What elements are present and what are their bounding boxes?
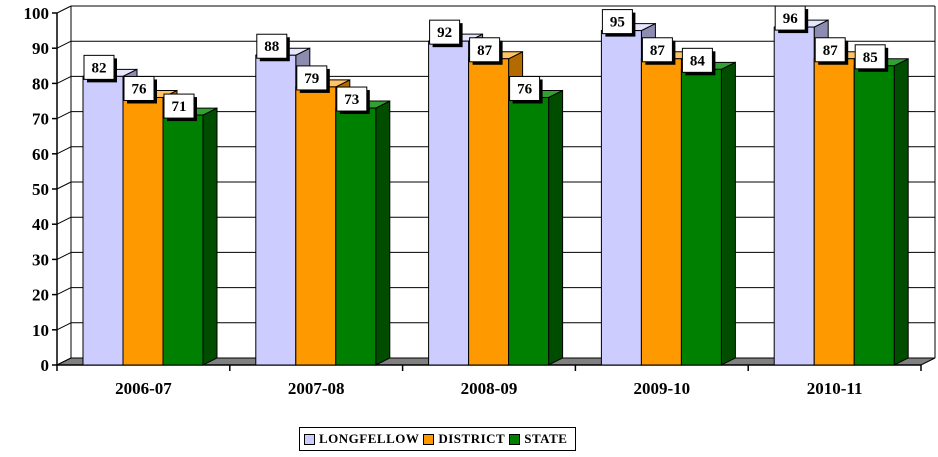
- bar: [640, 58, 682, 366]
- y-tick-label: 100: [24, 4, 50, 23]
- gridline-depth: [56, 216, 72, 225]
- data-label-box: [163, 93, 195, 119]
- data-label: 82: [92, 60, 107, 76]
- legend-label-longfellow: LONGFELLOW: [319, 431, 420, 446]
- legend-item-state: STATE: [509, 431, 567, 447]
- x-category-label: 2006-07: [115, 379, 172, 398]
- bar: [295, 86, 337, 366]
- gridline-depth: [56, 40, 72, 49]
- data-label: 87: [650, 43, 666, 59]
- legend-swatch-longfellow: [304, 433, 315, 445]
- bar: [680, 68, 722, 366]
- y-tick-label: 90: [32, 39, 49, 58]
- data-label: 84: [690, 53, 706, 69]
- data-label: 76: [517, 81, 533, 97]
- data-label: 73: [344, 92, 359, 108]
- data-label: 71: [172, 99, 187, 115]
- legend-label-state: STATE: [524, 431, 568, 446]
- data-label: 79: [304, 71, 319, 87]
- bar: [600, 30, 642, 366]
- bar-side: [720, 61, 736, 366]
- bar: [468, 58, 510, 366]
- data-label: 87: [477, 43, 493, 59]
- data-label: 96: [783, 11, 799, 27]
- bar: [122, 96, 164, 366]
- data-label-box: [429, 19, 461, 45]
- y-tick-label: 10: [32, 321, 49, 340]
- data-label: 76: [132, 81, 148, 97]
- legend-item-district: DISTRICT: [423, 431, 505, 447]
- data-label-box: [123, 75, 155, 101]
- gridline-depth: [56, 111, 72, 120]
- y-tick-label: 80: [32, 74, 49, 93]
- bar: [255, 54, 297, 366]
- bar: [508, 96, 550, 366]
- legend-item-longfellow: LONGFELLOW: [304, 431, 419, 447]
- gridline-depth: [56, 287, 72, 296]
- y-tick-label: 70: [32, 110, 49, 129]
- gridline-depth: [56, 146, 72, 155]
- data-label: 88: [264, 39, 279, 55]
- bar: [82, 75, 124, 366]
- gridline-depth: [56, 322, 72, 331]
- data-label: 92: [437, 25, 452, 41]
- bar-side: [202, 107, 218, 366]
- data-label-box: [336, 86, 368, 112]
- data-label-box: [601, 9, 633, 35]
- bar: [428, 40, 470, 366]
- x-category-label: 2007-08: [288, 379, 345, 398]
- bar: [335, 107, 377, 366]
- data-label-box: [854, 44, 886, 70]
- data-label-box: [814, 37, 846, 63]
- y-tick-label: 30: [32, 250, 49, 269]
- data-label: 85: [863, 50, 878, 66]
- gridline-depth: [56, 75, 72, 84]
- data-label: 87: [823, 43, 839, 59]
- y-tick-label: 40: [32, 215, 49, 234]
- y-tick-label: 50: [32, 180, 49, 199]
- y-tick-label: 0: [41, 356, 50, 375]
- bar: [813, 58, 855, 366]
- y-tick-label: 60: [32, 145, 49, 164]
- x-category-label: 2009-10: [633, 379, 690, 398]
- data-label-box: [469, 37, 501, 63]
- bar: [853, 65, 895, 366]
- data-label-box: [83, 54, 115, 80]
- gridline-depth: [56, 251, 72, 260]
- x-category-label: 2008-09: [461, 379, 518, 398]
- bar: [773, 26, 815, 366]
- legend-swatch-district: [423, 433, 435, 445]
- gridline-depth: [56, 181, 72, 190]
- legend-swatch-state: [509, 433, 521, 445]
- chart-legend: LONGFELLOW DISTRICT STATE: [299, 427, 577, 451]
- data-label-box: [774, 5, 806, 31]
- data-label-box: [296, 65, 328, 91]
- gridline-depth: [56, 5, 72, 14]
- data-label-box: [681, 47, 713, 73]
- bar-side: [375, 100, 391, 366]
- bar-side: [548, 89, 564, 366]
- data-label-box: [256, 33, 288, 59]
- legend-label-district: DISTRICT: [438, 431, 506, 446]
- data-label-box: [641, 37, 673, 63]
- x-category-label: 2010-11: [807, 379, 863, 398]
- data-label-box: [509, 75, 541, 101]
- data-label: 95: [610, 15, 625, 31]
- bar: [162, 114, 204, 366]
- y-tick-label: 20: [32, 286, 49, 305]
- bar-side: [893, 57, 909, 366]
